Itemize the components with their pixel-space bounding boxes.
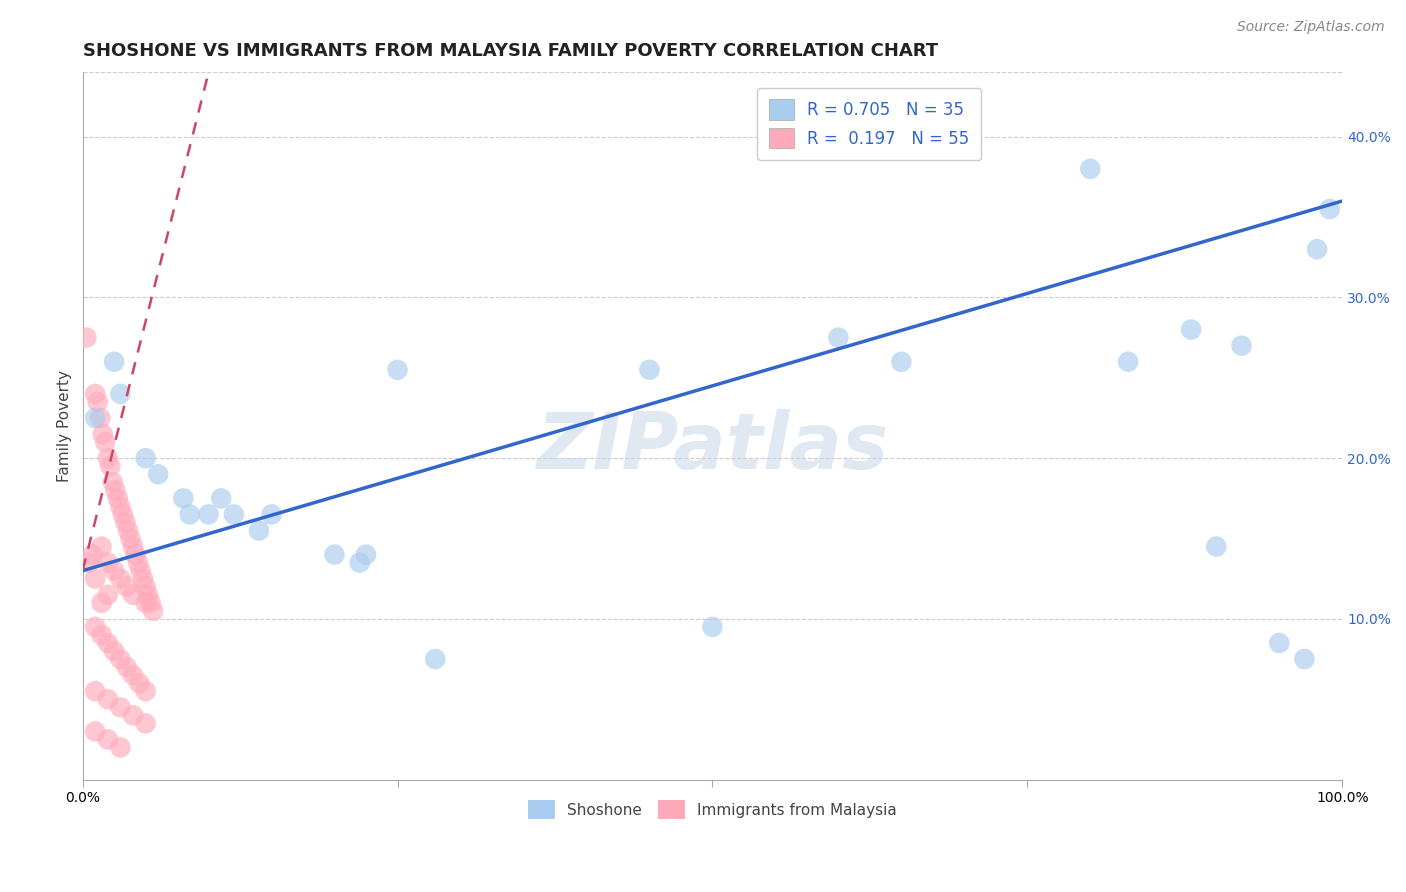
Point [1230, 339, 1253, 353]
Point [97, 588, 120, 602]
Point [1306, 242, 1329, 256]
Point [135, 716, 157, 731]
Point [1319, 202, 1341, 216]
Point [135, 596, 157, 610]
Point [222, 508, 245, 522]
Point [122, 588, 145, 602]
Point [97, 451, 120, 466]
Point [103, 564, 125, 578]
Point [84, 724, 107, 739]
Point [110, 500, 132, 514]
Point [129, 564, 152, 578]
Point [90, 628, 112, 642]
Point [82, 548, 104, 562]
Point [101, 475, 124, 490]
Point [90, 596, 112, 610]
Point [97, 692, 120, 706]
Point [1078, 161, 1101, 176]
Point [111, 508, 134, 522]
Point [122, 708, 145, 723]
Point [136, 588, 159, 602]
Point [86, 395, 108, 409]
Point [702, 620, 724, 634]
Point [1294, 652, 1316, 666]
Point [75, 330, 97, 344]
Point [127, 556, 149, 570]
Y-axis label: Family Poverty: Family Poverty [58, 370, 72, 482]
Point [1180, 322, 1202, 336]
Point [197, 508, 219, 522]
Point [98, 459, 121, 474]
Point [148, 467, 170, 482]
Point [117, 524, 139, 538]
Point [135, 580, 157, 594]
Point [94, 435, 117, 450]
Point [84, 684, 107, 698]
Point [425, 652, 447, 666]
Point [172, 491, 194, 506]
Point [132, 572, 155, 586]
Point [97, 636, 120, 650]
Point [1268, 636, 1291, 650]
Point [107, 491, 129, 506]
Point [260, 508, 283, 522]
Point [115, 660, 138, 674]
Point [827, 330, 849, 344]
Point [115, 580, 138, 594]
Point [209, 491, 232, 506]
Point [110, 572, 132, 586]
Text: SHOSHONE VS IMMIGRANTS FROM MALAYSIA FAMILY POVERTY CORRELATION CHART: SHOSHONE VS IMMIGRANTS FROM MALAYSIA FAM… [83, 42, 938, 60]
Point [110, 740, 132, 755]
Point [128, 676, 150, 690]
Point [90, 540, 112, 554]
Point [124, 548, 146, 562]
Point [323, 548, 346, 562]
Point [179, 508, 201, 522]
Point [110, 387, 132, 401]
Legend: Shoshone, Immigrants from Malaysia: Shoshone, Immigrants from Malaysia [522, 794, 903, 825]
Point [142, 604, 165, 618]
Point [84, 620, 107, 634]
Point [1116, 355, 1139, 369]
Point [91, 427, 114, 442]
Point [120, 532, 142, 546]
Point [349, 556, 371, 570]
Point [1205, 540, 1227, 554]
Point [84, 411, 107, 425]
Point [114, 516, 136, 530]
Point [247, 524, 270, 538]
Point [638, 363, 661, 377]
Point [139, 596, 162, 610]
Point [77, 556, 100, 570]
Point [110, 652, 132, 666]
Point [135, 684, 157, 698]
Point [84, 572, 107, 586]
Point [387, 363, 409, 377]
Text: Source: ZipAtlas.com: Source: ZipAtlas.com [1237, 20, 1385, 34]
Point [89, 411, 111, 425]
Point [103, 355, 125, 369]
Point [110, 700, 132, 714]
Point [103, 644, 125, 658]
Point [97, 556, 120, 570]
Point [354, 548, 377, 562]
Point [122, 540, 145, 554]
Text: ZIPatlas: ZIPatlas [536, 409, 889, 485]
Point [84, 387, 107, 401]
Point [104, 483, 127, 498]
Point [122, 668, 145, 682]
Point [135, 451, 157, 466]
Point [97, 732, 120, 747]
Point [890, 355, 912, 369]
